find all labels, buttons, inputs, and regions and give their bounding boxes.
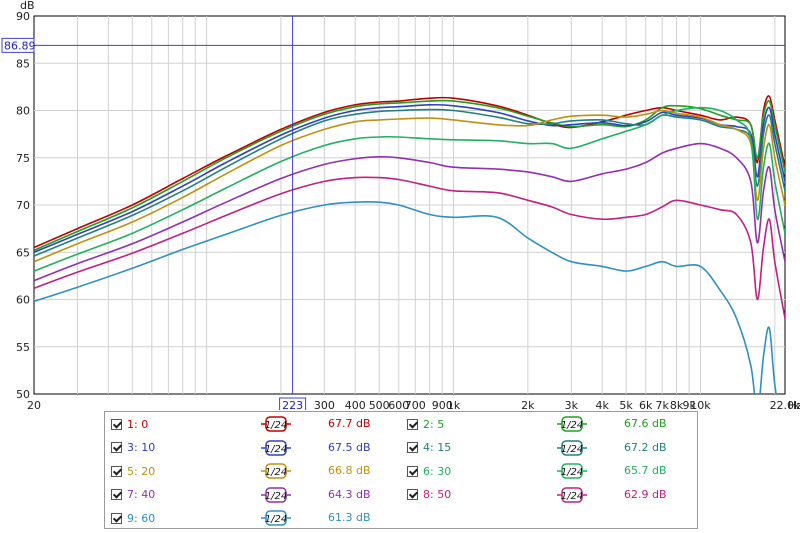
- legend-series-name: 6: 30: [423, 464, 452, 478]
- x-tick-label: 4k: [595, 399, 609, 410]
- x-tick-label: 5k: [619, 399, 633, 410]
- x-tick-label: 700: [405, 399, 426, 410]
- legend-level-value: 67.7 dB: [328, 417, 371, 430]
- smoothing-value: 1/24: [265, 467, 287, 478]
- series-line[interactable]: [34, 106, 785, 272]
- y-tick-label: 70: [16, 199, 30, 212]
- legend-series-name: 3: 10: [127, 441, 156, 454]
- y-tick-label: 50: [16, 388, 30, 401]
- series-line[interactable]: [34, 176, 785, 319]
- legend-series-name: 1: 0: [127, 417, 149, 431]
- cursor-y-readout[interactable]: 86.89: [1, 37, 36, 53]
- y-tick-label: 60: [16, 294, 30, 307]
- legend-panel: 1: 0 1/24 67.7 dB 2: 5 1/24 67.6 dB 3: 10 1/24 6…: [104, 411, 698, 529]
- legend-entry[interactable]: 3: 10: [111, 439, 155, 457]
- x-tick-label: 20: [27, 399, 41, 410]
- legend-level-value: 65.7 dB: [624, 464, 667, 477]
- legend-series-name: 2: 5: [423, 417, 445, 431]
- legend-entry[interactable]: 2: 5: [407, 415, 444, 433]
- smoothing-selector[interactable]: 1/24: [261, 463, 291, 479]
- y-axis-label: dB: [20, 0, 35, 12]
- smoothing-value: 1/24: [265, 491, 287, 502]
- series-visibility-checkbox[interactable]: [407, 465, 418, 477]
- legend-entry[interactable]: 4: 15: [407, 439, 451, 457]
- legend-series-name: 4: 15: [423, 441, 452, 454]
- smoothing-selector[interactable]: 1/24: [261, 486, 291, 503]
- series-lines: [34, 95, 785, 410]
- smoothing-value: 1/24: [265, 444, 287, 455]
- y-tick-label: 55: [16, 341, 30, 354]
- y-tick-label: 85: [16, 57, 30, 70]
- x-tick-label: 6k: [639, 399, 653, 410]
- series-visibility-checkbox[interactable]: [111, 512, 122, 524]
- smoothing-value: 1/24: [561, 444, 583, 455]
- y-tick-label: 90: [16, 10, 30, 23]
- series-visibility-checkbox[interactable]: [111, 465, 122, 477]
- smoothing-selector[interactable]: 1/24: [261, 416, 291, 432]
- y-tick-label: 80: [16, 105, 30, 118]
- x-tick-label: 1k: [447, 399, 461, 410]
- legend-level-value: 62.9 dB: [624, 487, 667, 501]
- series-visibility-checkbox[interactable]: [407, 418, 418, 430]
- x-tick-label: 500: [369, 399, 390, 410]
- smoothing-selector[interactable]: 1/24: [261, 439, 291, 456]
- x-tick-label: 8k: [670, 399, 684, 410]
- y-tick-labels: 50 55 60 65 70 75 80 85 90: [16, 10, 30, 401]
- smoothing-value: 1/24: [265, 420, 287, 431]
- series-visibility-checkbox[interactable]: [407, 442, 418, 453]
- legend-series-name: 5: 20: [127, 464, 156, 478]
- legend-entry[interactable]: 8: 50: [407, 486, 451, 504]
- x-tick-label: 3k: [565, 399, 579, 410]
- series-visibility-checkbox[interactable]: [407, 489, 418, 500]
- x-tick-label: 9k: [682, 399, 696, 410]
- legend-level-value: 66.8 dB: [328, 464, 371, 477]
- smoothing-selector[interactable]: 1/24: [557, 463, 587, 479]
- series-visibility-checkbox[interactable]: [111, 489, 122, 500]
- series-visibility-checkbox[interactable]: [111, 442, 122, 453]
- legend-level-value: 67.2 dB: [624, 440, 667, 454]
- x-tick-label: 2k: [521, 399, 535, 410]
- series-line[interactable]: [34, 142, 785, 282]
- x-tick-label: 10k: [690, 399, 711, 410]
- x-tick-label: 300: [314, 399, 335, 410]
- smoothing-selector[interactable]: 1/24: [261, 510, 291, 526]
- smoothing-selector[interactable]: 1/24: [557, 416, 587, 432]
- x-tick-label: 600: [388, 399, 409, 410]
- legend-entry[interactable]: 5: 20: [111, 462, 155, 480]
- cursor-y-value: 86.89: [4, 39, 36, 52]
- smoothing-selector[interactable]: 1/24: [557, 439, 587, 456]
- smoothing-value: 1/24: [561, 420, 583, 431]
- y-tick-label: 75: [16, 152, 30, 165]
- series-line[interactable]: [34, 103, 785, 254]
- cursor-x-readout[interactable]: 223: [279, 397, 307, 410]
- legend-entry[interactable]: 6: 30: [407, 462, 451, 480]
- smoothing-value: 1/24: [265, 514, 287, 525]
- legend-series-name: 7: 40: [127, 488, 156, 501]
- x-tick-label: 22.0k: [770, 399, 800, 410]
- legend-series-name: 8: 50: [423, 488, 452, 501]
- x-tick-label: 900: [432, 399, 453, 410]
- series-visibility-checkbox[interactable]: [111, 418, 122, 430]
- x-tick-label: 400: [345, 399, 366, 410]
- smoothing-value: 1/24: [561, 491, 583, 502]
- legend-level-value: 67.6 dB: [624, 417, 667, 430]
- legend-entry[interactable]: 9: 60: [111, 509, 155, 527]
- series-line[interactable]: [34, 201, 785, 410]
- legend-entry[interactable]: 7: 40: [111, 486, 155, 504]
- y-tick-label: 65: [16, 246, 30, 259]
- legend-level-value: 61.3 dB: [328, 511, 371, 524]
- smoothing-selector[interactable]: 1/24: [557, 486, 587, 503]
- smoothing-value: 1/24: [561, 467, 583, 478]
- x-tick-label: 7k: [656, 399, 670, 410]
- legend-series-name: 9: 60: [127, 511, 156, 525]
- legend-level-value: 64.3 dB: [328, 487, 371, 501]
- x-axis-label: Hz: [788, 399, 800, 410]
- legend-level-value: 67.5 dB: [328, 440, 371, 454]
- legend-entry[interactable]: 1: 0: [111, 415, 148, 433]
- cursor-x-value: 223: [282, 399, 303, 410]
